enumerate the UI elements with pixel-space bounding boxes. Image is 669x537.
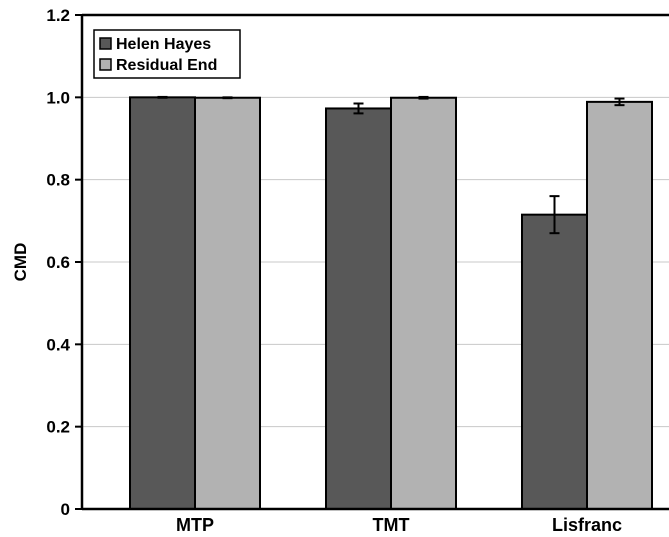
bar-residual-end-lisfranc xyxy=(586,100,653,510)
legend-label-residual-end: Residual End xyxy=(116,57,217,74)
bars xyxy=(129,96,653,511)
y-tick-label: 0.4 xyxy=(46,335,70,354)
legend-swatch-helen-hayes xyxy=(99,37,112,50)
y-tick-label: 0 xyxy=(61,500,70,519)
error-bars xyxy=(157,95,625,235)
legend-label-helen-hayes: Helen Hayes xyxy=(116,36,211,53)
legend: Helen Hayes Residual End xyxy=(93,29,241,79)
x-category-label: MTP xyxy=(176,515,214,535)
y-tick-labels: 0 0.2 0.4 0.6 0.8 1.0 1.2 xyxy=(46,6,82,519)
x-category-labels: MTP TMT Lisfranc xyxy=(176,515,622,535)
y-tick-label: 1.0 xyxy=(46,88,70,107)
bar-residual-end-tmt xyxy=(390,96,457,511)
legend-box xyxy=(93,29,241,79)
x-category-label: TMT xyxy=(373,515,410,535)
y-tick-label: 1.2 xyxy=(46,6,70,25)
y-tick-label: 0.2 xyxy=(46,418,70,437)
legend-swatch-residual-end xyxy=(99,58,112,71)
x-category-label: Lisfranc xyxy=(552,515,622,535)
y-tick-label: 0.8 xyxy=(46,171,70,190)
bar-residual-end-mtp xyxy=(194,96,261,511)
bar-helen-hayes-mtp xyxy=(129,96,196,510)
bar-helen-hayes-lisfranc xyxy=(521,213,588,511)
y-axis-title: CMD xyxy=(11,243,30,282)
y-tick-label: 0.6 xyxy=(46,253,70,272)
bar-helen-hayes-tmt xyxy=(325,107,392,510)
